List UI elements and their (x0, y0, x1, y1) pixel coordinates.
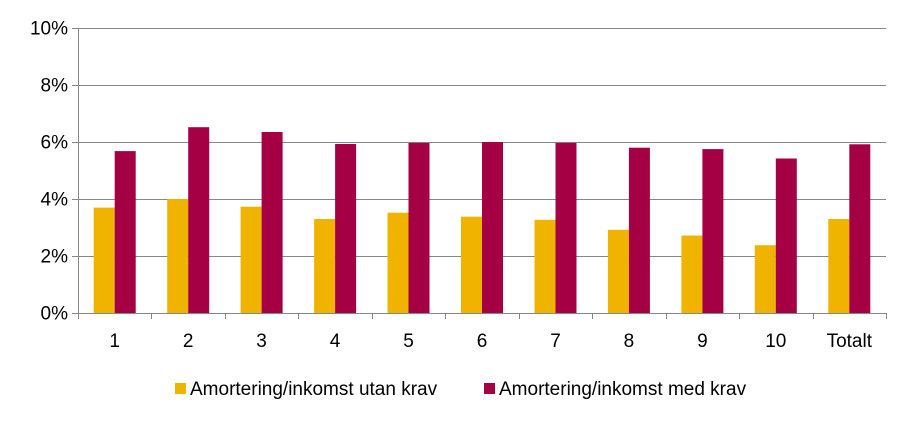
bar-series-1 (240, 206, 262, 313)
bar-series-2 (555, 142, 577, 313)
bars (93, 127, 871, 313)
y-tick-label: 8% (41, 76, 69, 97)
bar-series-2 (335, 144, 357, 313)
legend: Amortering/inkomst utan krav Amortering/i… (175, 379, 747, 400)
bar-series-1 (754, 245, 776, 313)
x-tick-label: 5 (403, 331, 414, 352)
bar-series-1 (681, 235, 703, 313)
x-tick-label: 10 (765, 331, 786, 352)
y-tick-label: 2% (41, 247, 69, 268)
bar-series-2 (849, 144, 871, 313)
bar-series-1 (534, 219, 556, 313)
x-tick-label: Totalt (827, 331, 873, 352)
legend-swatch-2 (484, 383, 495, 394)
y-tick-label: 0% (41, 304, 69, 325)
bar-series-2 (188, 127, 210, 313)
bar-series-2 (628, 147, 650, 313)
x-axis-ticks: 1 2 3 4 5 6 7 8 9 10 Totalt (109, 331, 872, 352)
bar-series-1 (461, 216, 482, 313)
x-tick-label: 2 (183, 331, 194, 352)
x-tick-label: 4 (330, 331, 341, 352)
x-tick-label: 8 (624, 331, 635, 352)
bar-series-2 (775, 158, 797, 313)
x-tick-label: 1 (109, 331, 120, 352)
bar-series-1 (167, 199, 189, 313)
y-tick-label: 4% (41, 190, 69, 211)
bar-series-1 (387, 212, 409, 313)
y-axis-ticks: 0% 2% 4% 6% 8% 10% (30, 19, 68, 325)
legend-swatch-1 (175, 383, 186, 394)
y-tick-label: 6% (41, 133, 69, 154)
legend-label-2: Amortering/inkomst med krav (499, 379, 747, 400)
bar-series-2 (114, 151, 136, 313)
legend-label-1: Amortering/inkomst utan krav (190, 379, 438, 400)
bar-series-2 (261, 132, 283, 313)
axes (78, 28, 887, 319)
bar-series-1 (314, 219, 336, 313)
bar-series-2 (702, 149, 724, 313)
x-tick-label: 7 (550, 331, 561, 352)
bar-series-2 (408, 142, 430, 313)
bar-series-1 (93, 207, 115, 313)
bar-series-2 (482, 142, 503, 313)
x-tick-label: 6 (477, 331, 488, 352)
bar-series-1 (607, 229, 629, 313)
x-tick-label: 3 (256, 331, 267, 352)
x-tick-label: 9 (697, 331, 708, 352)
bar-series-1 (828, 219, 850, 313)
y-tick-label: 10% (30, 19, 68, 40)
